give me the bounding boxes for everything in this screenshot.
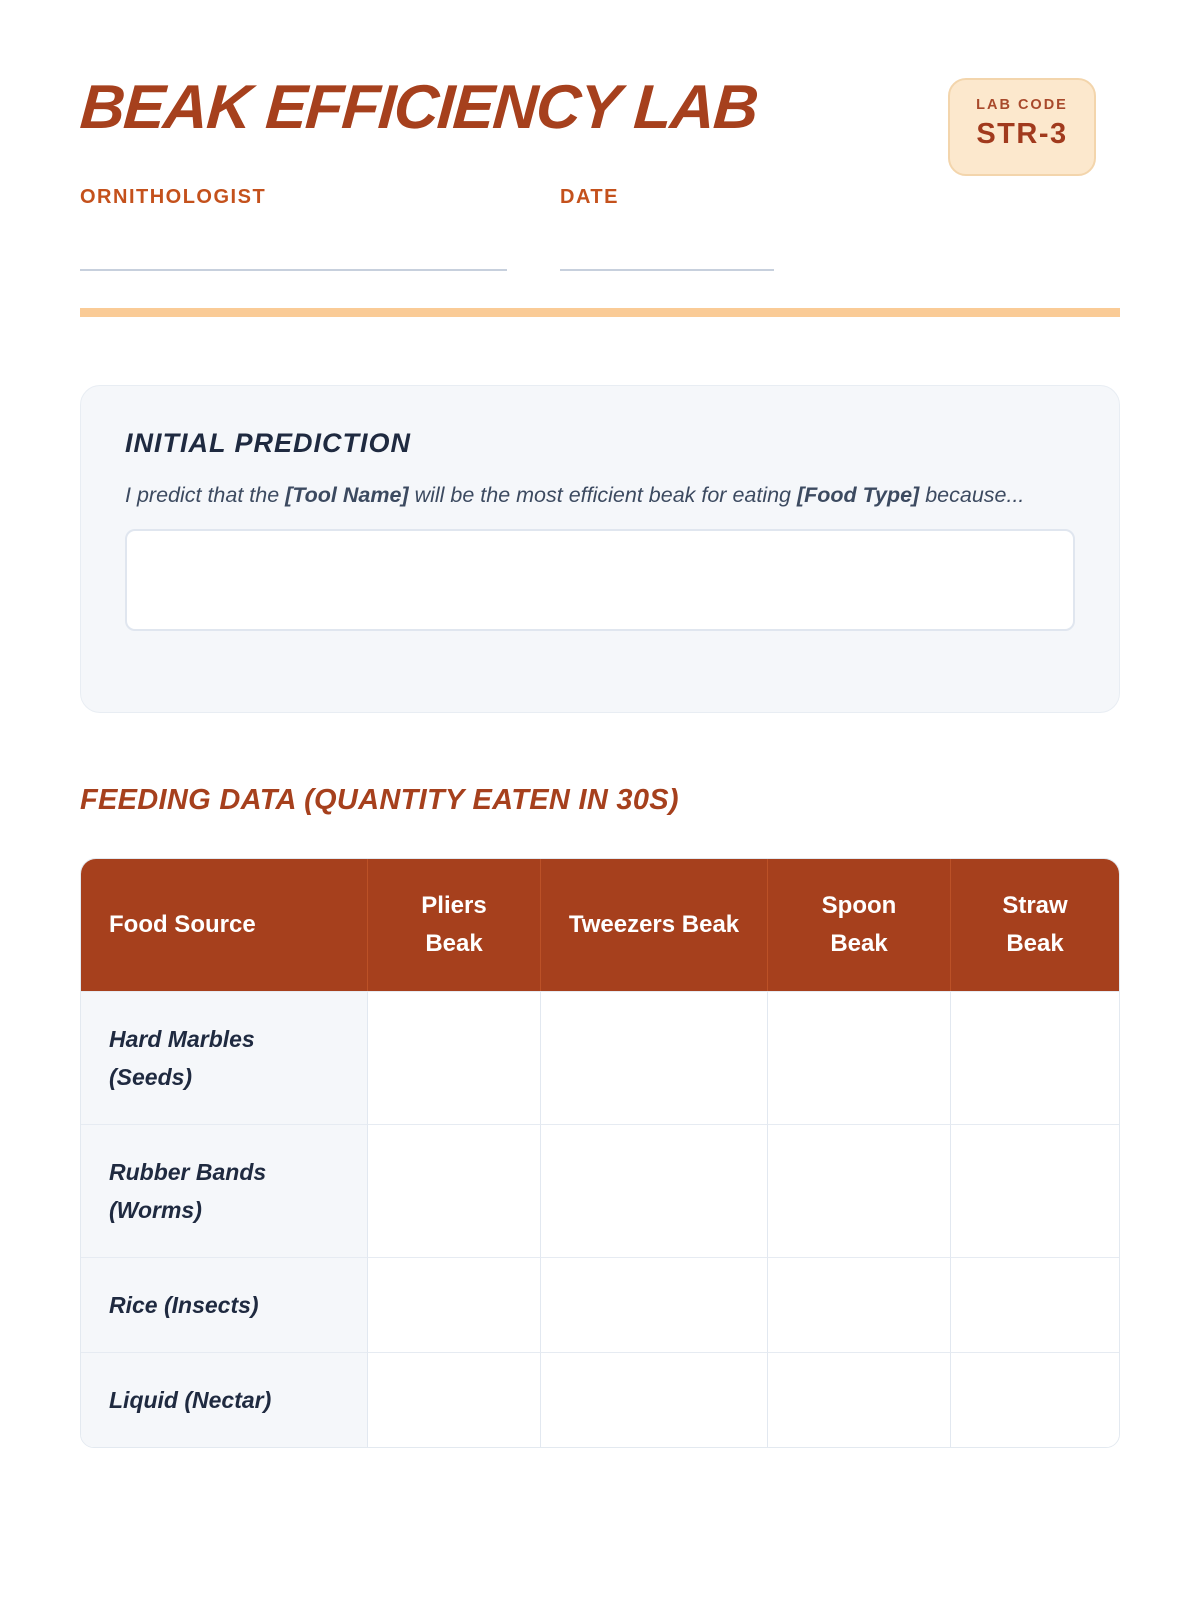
table-row: Hard Marbles (Seeds) (81, 991, 1119, 1124)
data-cell[interactable] (367, 1257, 540, 1352)
table-row: Rubber Bands (Worms) (81, 1124, 1119, 1257)
prediction-heading: INITIAL PREDICTION (125, 428, 412, 458)
prompt-text: I predict that the (125, 483, 286, 507)
date-label: DATE (560, 186, 619, 208)
data-cell[interactable] (767, 1352, 950, 1447)
lab-code-badge: LAB CODE STR-3 (948, 78, 1096, 176)
page-title: BEAK EFFICIENCY LAB (78, 73, 760, 142)
data-cell[interactable] (767, 1257, 950, 1352)
data-cell[interactable] (367, 1352, 540, 1447)
table-header-row: Food Source Pliers Beak Tweezers Beak Sp… (81, 859, 1119, 991)
data-cell[interactable] (950, 1124, 1119, 1257)
prompt-food-type-placeholder: [Food Type] (797, 483, 920, 507)
row-label-rice: Rice (Insects) (81, 1257, 367, 1352)
table-row: Liquid (Nectar) (81, 1352, 1119, 1447)
prompt-text: will be the most efficient beak for eati… (408, 483, 797, 507)
section-divider (80, 308, 1120, 317)
prompt-tool-name-placeholder: [Tool Name] (285, 483, 409, 507)
data-cell[interactable] (540, 1352, 767, 1447)
row-label-liquid: Liquid (Nectar) (81, 1352, 367, 1447)
initial-prediction-panel: INITIAL PREDICTION I predict that the [T… (80, 385, 1120, 713)
ornithologist-label: ORNITHOLOGIST (80, 186, 267, 208)
lab-code-value: STR-3 (976, 118, 1068, 150)
table-row: Rice (Insects) (81, 1257, 1119, 1352)
data-cell[interactable] (367, 1124, 540, 1257)
date-input-line[interactable] (560, 269, 774, 271)
column-header-food-source: Food Source (81, 859, 367, 991)
column-header-straw-beak: Straw Beak (950, 859, 1119, 991)
column-header-spoon-beak: Spoon Beak (767, 859, 950, 991)
prediction-answer-textarea[interactable] (125, 529, 1075, 631)
prediction-prompt: I predict that the [Tool Name] will be t… (125, 477, 1065, 513)
data-cell[interactable] (367, 991, 540, 1124)
feeding-data-table: Food Source Pliers Beak Tweezers Beak Sp… (80, 858, 1120, 1448)
data-cell[interactable] (950, 991, 1119, 1124)
prompt-text: because... (919, 483, 1025, 507)
column-header-tweezers-beak: Tweezers Beak (540, 859, 767, 991)
feeding-data-heading: FEEDING DATA (QUANTITY EATEN IN 30S) (80, 784, 679, 816)
row-label-hard-marbles: Hard Marbles (Seeds) (81, 991, 367, 1124)
data-cell[interactable] (950, 1257, 1119, 1352)
ornithologist-input-line[interactable] (80, 269, 507, 271)
data-cell[interactable] (767, 1124, 950, 1257)
row-label-rubber-bands: Rubber Bands (Worms) (81, 1124, 367, 1257)
data-cell[interactable] (540, 1124, 767, 1257)
column-header-pliers-beak: Pliers Beak (367, 859, 540, 991)
data-cell[interactable] (540, 991, 767, 1124)
data-cell[interactable] (767, 991, 950, 1124)
data-cell[interactable] (540, 1257, 767, 1352)
data-cell[interactable] (950, 1352, 1119, 1447)
lab-code-label: LAB CODE (976, 97, 1068, 113)
